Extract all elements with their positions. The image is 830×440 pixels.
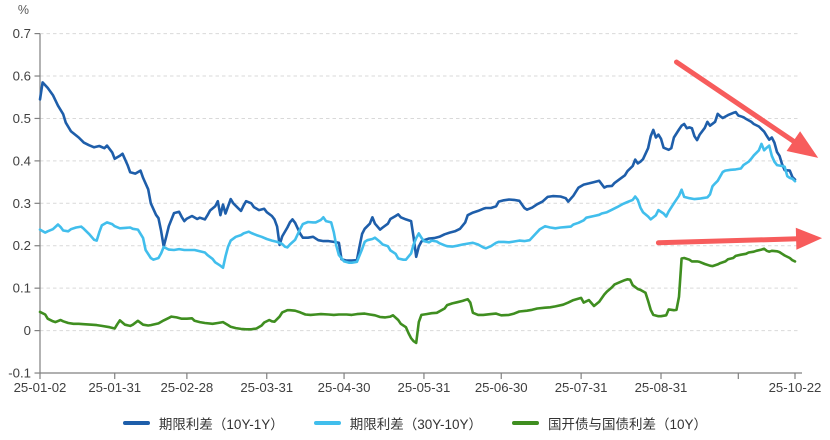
flat-trend-arrow bbox=[655, 227, 823, 250]
x-tick-label: 25-01-02 bbox=[14, 380, 67, 395]
y-tick-label: 0.2 bbox=[13, 238, 31, 253]
decline-trend-arrow-shaft bbox=[673, 59, 798, 145]
chart-legend: 期限利差（10Y-1Y） 期限利差（30Y-10Y） 国开债与国债利差（10Y） bbox=[0, 410, 830, 436]
y-tick-label: 0 bbox=[24, 323, 31, 338]
y-tick-label: 0.7 bbox=[13, 26, 31, 41]
y-tick-label: 0.3 bbox=[13, 196, 31, 211]
legend-line-swatch bbox=[313, 421, 341, 425]
spread-line-chart: % 0.7 0.6 0.5 0.4 0.3 0.2 0.1 0 -0.125-01-02 25-0… bbox=[8, 3, 823, 395]
annotation-arrows-layer bbox=[655, 59, 823, 250]
x-tick-label: 25-05-31 bbox=[398, 380, 451, 395]
legend-label: 期限利差（30Y-10Y） bbox=[349, 417, 483, 432]
y-tick-label: 0.4 bbox=[13, 153, 31, 168]
x-tick-label: 25-02-28 bbox=[160, 380, 213, 395]
x-tick-label: 25-10-22 bbox=[769, 380, 822, 395]
series-layer bbox=[38, 81, 797, 345]
gridlines-layer bbox=[40, 33, 800, 332]
decline-trend-arrow bbox=[673, 59, 819, 158]
x-tick-label: 25-01-31 bbox=[88, 380, 141, 395]
legend-label: 期限利差（10Y-1Y） bbox=[158, 417, 284, 432]
x-tick-label: 25-03-31 bbox=[240, 380, 293, 395]
series-line-cdb-treasury-spread-10y bbox=[38, 247, 797, 345]
y-tick-label: 0.1 bbox=[13, 281, 31, 296]
legend-line-swatch bbox=[512, 421, 540, 425]
x-tick-label: 25-04-30 bbox=[318, 380, 371, 395]
y-tick-label: 0.6 bbox=[13, 69, 31, 84]
series-line-term-spread-30y-10y bbox=[38, 142, 797, 270]
y-tick-label: 0.5 bbox=[13, 111, 31, 126]
legend-item-term-spread-30y-10y: 期限利差（30Y-10Y） bbox=[313, 413, 483, 433]
x-tick-label: 25-08-31 bbox=[635, 380, 688, 395]
series-line-term-spread-10y-1y bbox=[38, 81, 797, 262]
decline-trend-arrow-head bbox=[786, 131, 819, 158]
x-tick-label: 25-07-31 bbox=[555, 380, 608, 395]
y-tick-label: -0.1 bbox=[8, 366, 31, 381]
legend-label: 国开债与国债利差（10Y） bbox=[548, 417, 708, 432]
legend-line-swatch bbox=[122, 421, 150, 425]
axes-layer: 0.7 0.6 0.5 0.4 0.3 0.2 0.1 0 -0.125-01-02 25-01-… bbox=[8, 26, 821, 395]
x-tick-label: 25-06-30 bbox=[475, 380, 528, 395]
y-axis-unit-label: % bbox=[18, 3, 29, 17]
legend-item-cdb-treasury-spread-10y: 国开债与国债利差（10Y） bbox=[512, 413, 707, 433]
legend-item-term-spread-10y-1y: 期限利差（10Y-1Y） bbox=[122, 413, 284, 433]
flat-trend-arrow-head bbox=[795, 227, 823, 250]
flat-trend-arrow-shaft bbox=[655, 236, 801, 246]
